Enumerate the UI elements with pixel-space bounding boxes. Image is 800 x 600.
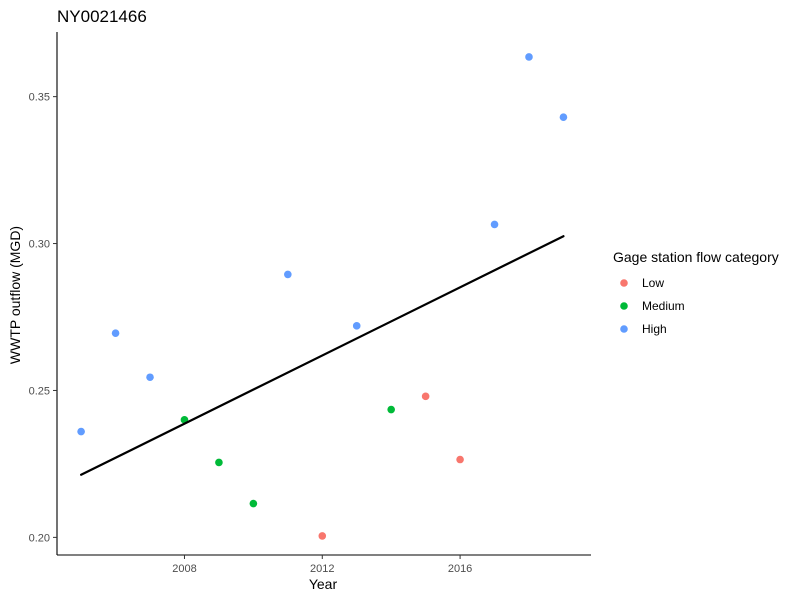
plot-area (77, 53, 568, 540)
y-tick-label: 0.35 (29, 92, 50, 104)
legend-title: Gage station flow category (613, 249, 779, 265)
legend: Gage station flow category Low Medium High (613, 249, 779, 336)
y-tick-label: 0.25 (29, 385, 50, 397)
data-point-high (352, 322, 361, 330)
data-point-medium (215, 458, 223, 467)
data-point-low (456, 455, 464, 464)
data-point-high (559, 113, 568, 122)
chart-title: NY0021466 (57, 7, 147, 26)
data-point-high (284, 270, 292, 279)
y-axis-title: WWTP outflow (MGD) (7, 226, 23, 364)
y-tick-label: 0.30 (29, 239, 50, 251)
data-point-medium (387, 405, 395, 414)
x-tick-label: 2008 (172, 563, 196, 575)
legend-label-medium: Medium (642, 299, 685, 313)
data-point-low (421, 392, 430, 401)
y-tick-label: 0.20 (29, 532, 50, 544)
data-point-high (111, 329, 120, 337)
x-axis-title: Year (309, 576, 338, 592)
data-point-high (77, 427, 85, 436)
trend-line (80, 235, 565, 476)
data-point-low (318, 532, 327, 540)
legend-label-high: High (642, 322, 667, 336)
data-point-high (146, 373, 154, 382)
data-point-medium (249, 499, 258, 508)
data-point-high (525, 53, 533, 61)
x-tick-label: 2016 (448, 563, 472, 575)
x-tick-label: 2012 (310, 563, 334, 575)
data-point-high (490, 220, 499, 229)
axes: 0.20 0.25 0.30 0.35 2008 2012 2016 (29, 32, 591, 575)
legend-key-high (620, 325, 628, 333)
legend-label-low: Low (642, 276, 664, 290)
legend-key-low (620, 279, 628, 287)
legend-key-medium (620, 302, 628, 310)
